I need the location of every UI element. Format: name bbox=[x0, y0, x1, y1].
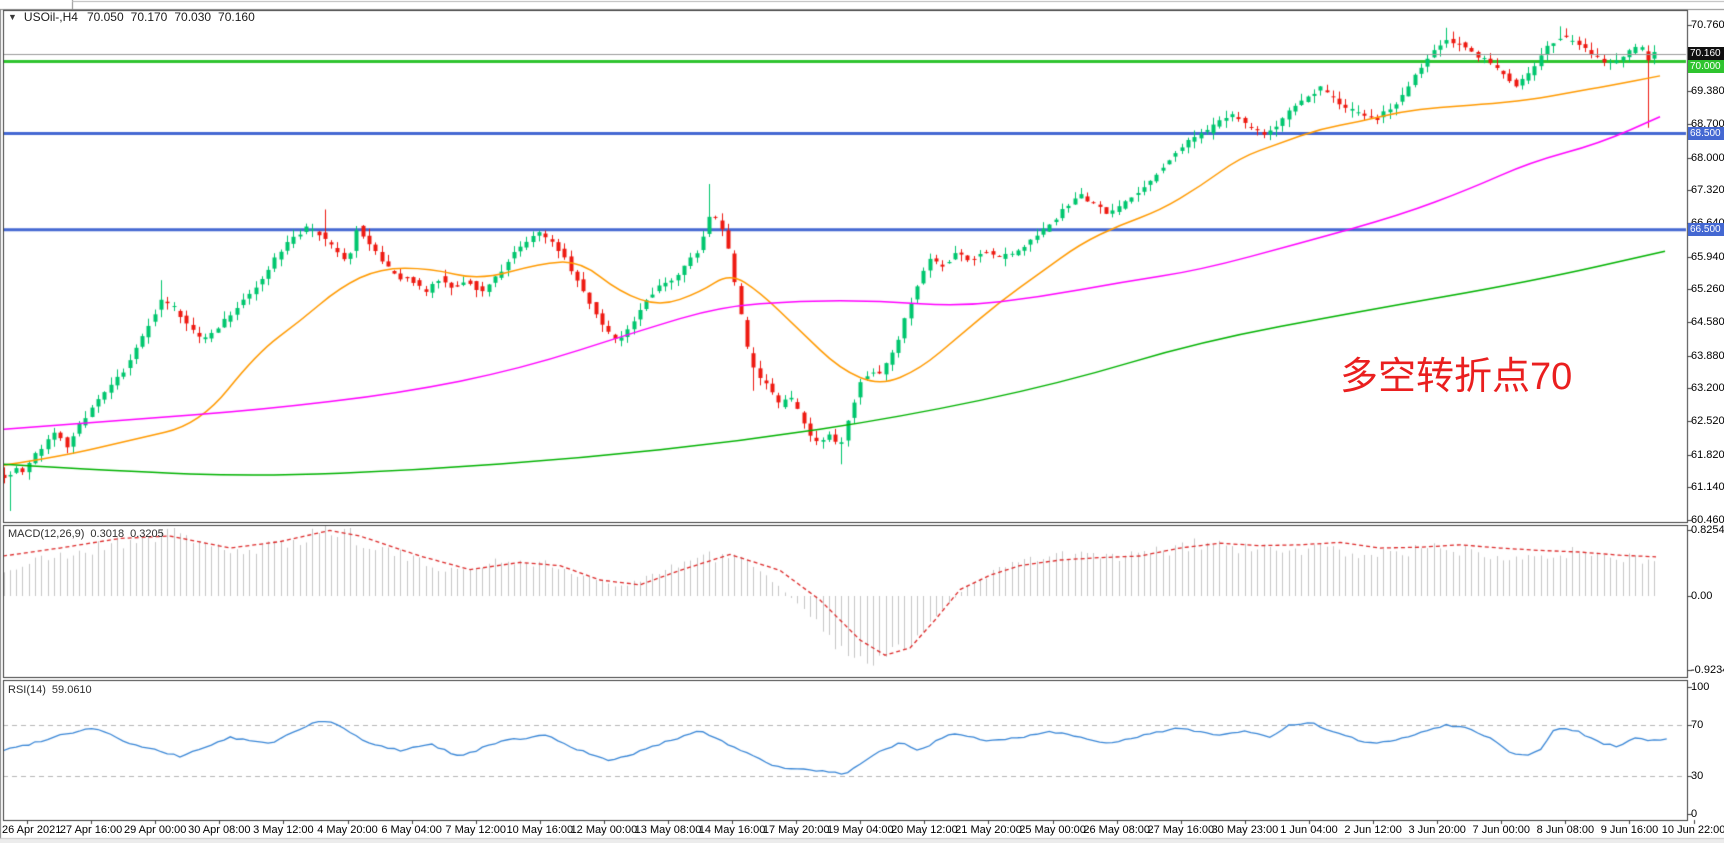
rsi-tick-label: 0 bbox=[1691, 807, 1698, 820]
time-axis-label: 8 Jun 08:00 bbox=[1536, 824, 1595, 836]
time-axis-label: 10 May 16:00 bbox=[506, 824, 574, 836]
time-axis-label: 6 May 04:00 bbox=[381, 824, 442, 836]
price-tick-label: 61.820 bbox=[1691, 448, 1724, 461]
rsi-tick-label: 30 bbox=[1691, 769, 1704, 782]
time-axis-label: 1 Jun 04:00 bbox=[1280, 824, 1338, 836]
time-axis-label: 3 Jun 20:00 bbox=[1408, 824, 1466, 836]
time-axis-label: 13 May 08:00 bbox=[634, 824, 702, 836]
price-tick-label: 62.520 bbox=[1691, 415, 1724, 428]
price-tick-label: 64.580 bbox=[1691, 316, 1724, 328]
price-tick-label: 63.200 bbox=[1691, 382, 1724, 395]
ohlc-low: 70.030 bbox=[174, 10, 212, 24]
price-tick-label: 68.000 bbox=[1691, 151, 1724, 164]
macd-tick-label: 0.8254 bbox=[1691, 524, 1724, 536]
chart-title-bar: ▼ USOil-,H4 70.050 70.170 70.030 70.160 bbox=[8, 10, 255, 24]
price-tick-label: 60.460 bbox=[1691, 514, 1724, 527]
time-axis-label: 19 May 04:00 bbox=[826, 824, 894, 836]
price-badge-70.160: 70.160 bbox=[1688, 47, 1724, 61]
price-badge-70.000: 70.000 bbox=[1688, 60, 1724, 74]
time-axis-label: 9 Jun 16:00 bbox=[1600, 824, 1659, 836]
rsi-name: RSI(14) bbox=[8, 684, 46, 696]
price-tick-label: 69.380 bbox=[1691, 85, 1724, 98]
macd-value-signal: 0.3205 bbox=[130, 528, 164, 540]
price-tick-label: 63.880 bbox=[1691, 349, 1724, 362]
time-axis-label: 29 Apr 00:00 bbox=[123, 824, 187, 836]
time-axis-label: 2 Jun 12:00 bbox=[1344, 824, 1402, 836]
time-axis-label: 10 Jun 22:00 bbox=[1661, 824, 1724, 836]
time-axis-label: 25 May 00:00 bbox=[1019, 824, 1086, 836]
time-axis-label: 26 Apr 2021 bbox=[2, 824, 62, 836]
macd-tick-label: -0.9234 bbox=[1691, 663, 1724, 676]
rsi-tick-label: 100 bbox=[1691, 680, 1710, 693]
macd-value-main: 0.3018 bbox=[90, 528, 125, 540]
symbol-dropdown-icon[interactable]: ▼ bbox=[8, 12, 17, 22]
ohlc-close: 70.160 bbox=[218, 10, 255, 24]
time-axis-label: 4 May 20:00 bbox=[317, 824, 378, 836]
price-badge-68.500: 68.500 bbox=[1688, 127, 1724, 141]
macd-indicator-label: MACD(12,26,9) 0.3018 0.3205 bbox=[8, 528, 164, 540]
price-tick-label: 65.940 bbox=[1691, 250, 1724, 263]
time-axis-label: 30 Apr 08:00 bbox=[188, 824, 251, 836]
macd-name: MACD(12,26,9) bbox=[8, 528, 85, 540]
rsi-value: 59.0610 bbox=[51, 684, 92, 696]
price-tick-label: 61.140 bbox=[1691, 481, 1724, 494]
time-axis-label: 3 May 12:00 bbox=[253, 824, 314, 836]
time-axis-label: 21 May 20:00 bbox=[955, 824, 1022, 836]
time-axis-label: 7 Jun 00:00 bbox=[1472, 824, 1531, 836]
time-axis-label: 26 May 08:00 bbox=[1083, 824, 1151, 836]
time-axis-label: 20 May 12:00 bbox=[891, 824, 958, 836]
bull-bear-turning-point-annotation: 多空转折点70 bbox=[1340, 356, 1573, 398]
time-axis-label: 14 May 16:00 bbox=[698, 824, 766, 836]
macd-tick-label: 0.00 bbox=[1691, 590, 1713, 602]
time-axis-label: 7 May 12:00 bbox=[445, 824, 506, 836]
price-badge-66.500: 66.500 bbox=[1688, 223, 1724, 237]
price-tick-label: 65.260 bbox=[1691, 283, 1724, 296]
ohlc-open: 70.050 bbox=[86, 10, 124, 24]
symbol-period-label: USOil-,H4 bbox=[23, 10, 78, 24]
rsi-indicator-label: RSI(14) 59.0610 bbox=[8, 684, 92, 696]
price-tick-label: 67.320 bbox=[1691, 184, 1724, 197]
price-tick-label: 70.760 bbox=[1691, 18, 1724, 31]
price-tick-label: 68.700 bbox=[1691, 117, 1724, 130]
time-axis-label: 17 May 20:00 bbox=[762, 824, 830, 836]
time-axis-label: 27 Apr 16:00 bbox=[59, 824, 123, 836]
rsi-tick-label: 70 bbox=[1691, 718, 1704, 731]
time-axis-label: 12 May 00:00 bbox=[570, 824, 638, 836]
time-axis-label: 27 May 16:00 bbox=[1147, 824, 1215, 836]
ohlc-high: 70.170 bbox=[130, 10, 168, 24]
time-axis-label: 30 May 23:00 bbox=[1211, 824, 1279, 836]
